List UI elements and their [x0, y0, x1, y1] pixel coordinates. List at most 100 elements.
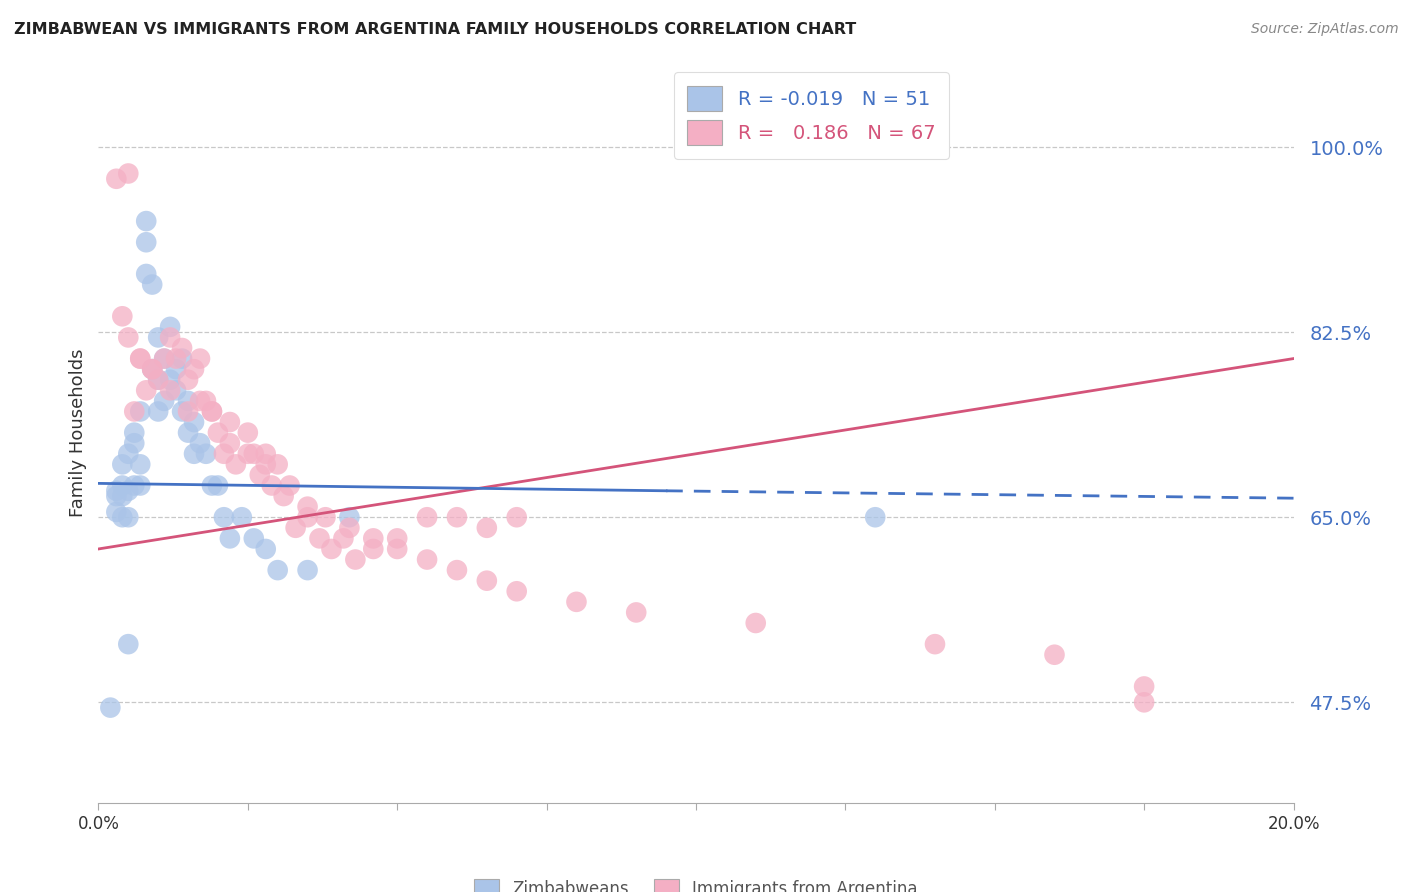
Point: [416, 552, 439, 566]
Point: [236, 425, 259, 440]
Point: [129, 351, 152, 366]
Point: [385, 541, 409, 556]
Point: [315, 510, 337, 524]
Point: [225, 458, 247, 472]
Point: [141, 362, 163, 376]
Point: [153, 351, 176, 366]
Point: [344, 552, 367, 566]
Point: [135, 235, 157, 250]
Point: [148, 330, 170, 344]
Point: [153, 351, 176, 366]
Point: [201, 404, 224, 418]
Point: [135, 267, 157, 281]
Point: [308, 532, 330, 546]
Point: [129, 478, 152, 492]
Point: [129, 404, 152, 418]
Point: [1133, 695, 1156, 709]
Point: [129, 458, 152, 472]
Point: [1133, 680, 1156, 694]
Point: [924, 637, 946, 651]
Point: [172, 351, 194, 366]
Point: [201, 404, 224, 418]
Point: [297, 500, 319, 514]
Point: [475, 574, 498, 588]
Point: [254, 447, 277, 461]
Point: [363, 541, 385, 556]
Point: [111, 510, 134, 524]
Point: [117, 166, 139, 180]
Point: [195, 447, 218, 461]
Point: [165, 384, 187, 398]
Point: [1043, 648, 1066, 662]
Point: [267, 563, 290, 577]
Point: [626, 606, 648, 620]
Point: [148, 404, 170, 418]
Point: [188, 351, 211, 366]
Point: [141, 362, 163, 376]
Y-axis label: Family Households: Family Households: [69, 349, 87, 516]
Point: [446, 563, 468, 577]
Point: [745, 615, 768, 630]
Point: [183, 447, 205, 461]
Point: [148, 373, 170, 387]
Point: [278, 478, 301, 492]
Point: [165, 351, 187, 366]
Point: [219, 415, 242, 429]
Point: [254, 458, 277, 472]
Point: [177, 393, 200, 408]
Point: [111, 458, 134, 472]
Point: [124, 425, 146, 440]
Point: [111, 478, 134, 492]
Text: Source: ZipAtlas.com: Source: ZipAtlas.com: [1251, 22, 1399, 37]
Point: [219, 532, 242, 546]
Point: [254, 541, 277, 556]
Point: [201, 478, 224, 492]
Point: [565, 595, 588, 609]
Point: [506, 584, 529, 599]
Point: [172, 404, 194, 418]
Point: [416, 510, 439, 524]
Point: [506, 510, 529, 524]
Point: [177, 425, 200, 440]
Point: [249, 467, 271, 482]
Point: [243, 532, 266, 546]
Point: [332, 532, 354, 546]
Point: [207, 425, 229, 440]
Point: [165, 362, 187, 376]
Point: [177, 373, 200, 387]
Point: [98, 700, 122, 714]
Point: [124, 436, 146, 450]
Point: [183, 362, 205, 376]
Point: [321, 541, 343, 556]
Point: [385, 532, 409, 546]
Point: [159, 373, 181, 387]
Point: [339, 521, 361, 535]
Point: [135, 214, 157, 228]
Point: [243, 447, 266, 461]
Point: [153, 393, 176, 408]
Point: [260, 478, 283, 492]
Point: [105, 489, 128, 503]
Point: [148, 373, 170, 387]
Point: [284, 521, 307, 535]
Point: [297, 563, 319, 577]
Point: [135, 384, 157, 398]
Point: [177, 404, 200, 418]
Point: [117, 483, 139, 498]
Point: [231, 510, 253, 524]
Point: [236, 447, 259, 461]
Text: ZIMBABWEAN VS IMMIGRANTS FROM ARGENTINA FAMILY HOUSEHOLDS CORRELATION CHART: ZIMBABWEAN VS IMMIGRANTS FROM ARGENTINA …: [14, 22, 856, 37]
Point: [129, 351, 152, 366]
Point: [111, 489, 134, 503]
Point: [117, 330, 139, 344]
Point: [159, 330, 181, 344]
Point: [117, 447, 139, 461]
Point: [273, 489, 295, 503]
Point: [105, 171, 128, 186]
Point: [865, 510, 887, 524]
Point: [207, 478, 229, 492]
Point: [159, 384, 181, 398]
Point: [141, 362, 163, 376]
Point: [363, 532, 385, 546]
Point: [159, 319, 181, 334]
